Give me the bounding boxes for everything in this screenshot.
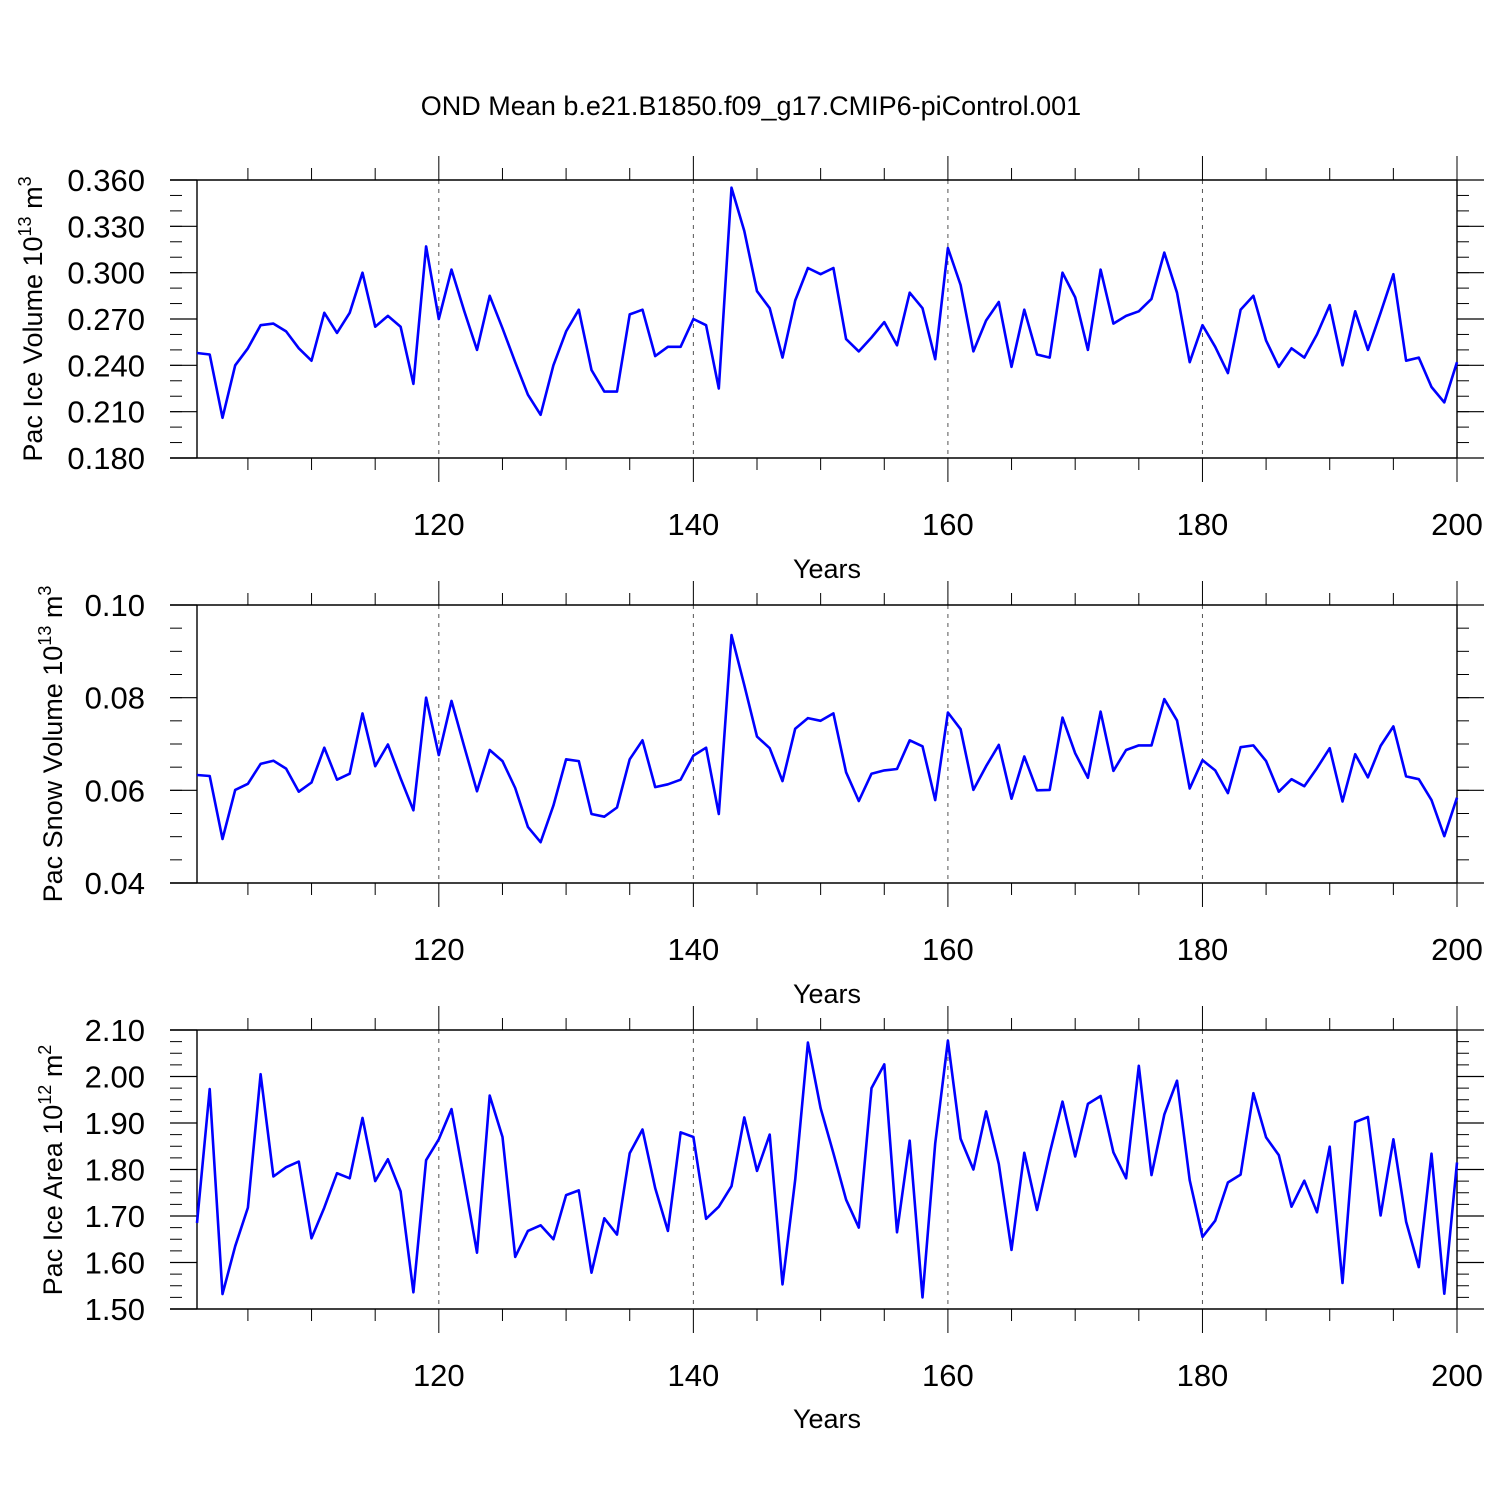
series-line bbox=[196, 633, 1459, 844]
figure-title: OND Mean b.e21.B1850.f09_g17.CMIP6-piCon… bbox=[421, 91, 1081, 121]
y-tick-label: 0.180 bbox=[67, 441, 145, 476]
panel-ice-volume: 0.180 0.210 0.240 0.270 0.300 0.330 0.360 120 14… bbox=[15, 156, 1484, 584]
y-tick-label: 0.330 bbox=[67, 209, 145, 244]
x-tick-label: 120 bbox=[413, 932, 465, 967]
x-axis-title: Years bbox=[793, 979, 861, 1009]
x-tick-label: 180 bbox=[1177, 507, 1229, 542]
y-axis-title: Pac Ice Area 1012 m2 bbox=[35, 1045, 68, 1296]
y-tick-label: 1.60 bbox=[85, 1246, 145, 1281]
x-tick-label: 200 bbox=[1431, 932, 1483, 967]
series-line bbox=[196, 186, 1459, 420]
x-tick-label: 180 bbox=[1177, 932, 1229, 967]
y-tick-label: 1.50 bbox=[85, 1292, 145, 1327]
x-tick-label: 180 bbox=[1177, 1358, 1229, 1393]
y-tick-label: 0.08 bbox=[85, 681, 145, 716]
y-tick-label: 2.00 bbox=[85, 1060, 145, 1095]
panel-ice-area: 1.50 1.60 1.70 1.80 1.90 2.00 2.10 120 140 160 180… bbox=[35, 1006, 1484, 1434]
x-tick-label: 140 bbox=[667, 932, 719, 967]
x-axis-title: Years bbox=[793, 554, 861, 584]
y-tick-label: 0.06 bbox=[85, 773, 145, 808]
x-tick-label: 120 bbox=[413, 1358, 465, 1393]
x-tick-label: 200 bbox=[1431, 1358, 1483, 1393]
y-tick-label: 0.240 bbox=[67, 348, 145, 383]
y-tick-label: 1.90 bbox=[85, 1106, 145, 1141]
y-tick-label: 0.04 bbox=[85, 866, 145, 901]
y-tick-label: 2.10 bbox=[85, 1013, 145, 1048]
y-tick-label: 1.80 bbox=[85, 1153, 145, 1188]
panel-snow-volume: 0.04 0.06 0.08 0.10 120 140 160 180 200 Years Pac … bbox=[35, 581, 1484, 1009]
y-tick-label: 0.300 bbox=[67, 256, 145, 291]
y-tick-label: 0.10 bbox=[85, 588, 145, 623]
x-tick-label: 140 bbox=[667, 1358, 719, 1393]
y-tick-label: 0.270 bbox=[67, 302, 145, 337]
x-tick-label: 160 bbox=[922, 1358, 974, 1393]
x-tick-label: 140 bbox=[667, 507, 719, 542]
x-tick-label: 120 bbox=[413, 507, 465, 542]
y-tick-label: 1.70 bbox=[85, 1199, 145, 1234]
x-tick-label: 200 bbox=[1431, 507, 1483, 542]
x-axis-title: Years bbox=[793, 1404, 861, 1434]
y-axis-title: Pac Ice Volume 1013 m3 bbox=[15, 176, 48, 461]
y-axis-title: Pac Snow Volume 1013 m3 bbox=[35, 586, 68, 903]
x-tick-label: 160 bbox=[922, 507, 974, 542]
series-line bbox=[195, 1039, 1459, 1299]
x-tick-label: 160 bbox=[922, 932, 974, 967]
y-tick-label: 0.360 bbox=[67, 163, 145, 198]
y-tick-label: 0.210 bbox=[67, 395, 145, 430]
